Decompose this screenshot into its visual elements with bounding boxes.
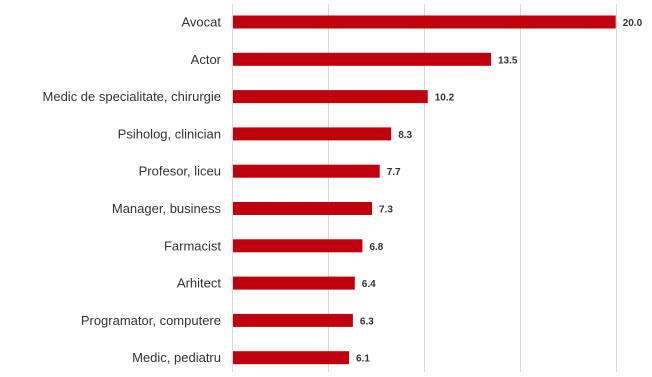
bar-6 — [233, 239, 363, 253]
bar-5 — [233, 202, 372, 215]
category-labels: Avocat Actor Medic de specialitate, chirur… — [43, 15, 222, 366]
category-label-4: Profesor, liceu — [139, 164, 221, 179]
bar-9 — [233, 351, 349, 365]
value-label-5: 7.3 — [379, 205, 393, 216]
value-label-8: 6.3 — [360, 316, 374, 327]
bar-8 — [233, 313, 353, 327]
value-label-6: 6.8 — [369, 242, 383, 253]
value-labels: 20.0 13.5 10.2 8.3 7.7 7.3 6.8 6.4 6.3 6.1 — [356, 18, 643, 365]
value-label-2: 10.2 — [435, 93, 455, 104]
value-label-0: 20.0 — [623, 18, 643, 29]
value-label-7: 6.4 — [362, 279, 376, 290]
category-label-0: Avocat — [181, 15, 221, 30]
bar-4 — [233, 164, 380, 178]
bar-7 — [233, 276, 355, 290]
bar-2 — [233, 90, 428, 104]
category-label-7: Arhitect — [177, 276, 221, 291]
category-label-2: Medic de specialitate, chirurgie — [43, 89, 221, 104]
category-label-9: Medic, pediatru — [132, 350, 221, 365]
bar-0 — [233, 15, 616, 29]
category-label-6: Farmacist — [164, 238, 221, 253]
bar-1 — [233, 52, 491, 66]
bar-3 — [233, 127, 392, 141]
value-label-1: 13.5 — [498, 55, 518, 66]
value-label-4: 7.7 — [387, 167, 401, 178]
value-label-3: 8.3 — [398, 130, 412, 141]
category-label-8: Programator, computere — [81, 313, 221, 328]
category-label-3: Psiholog, clinician — [118, 126, 221, 141]
category-label-1: Actor — [191, 52, 222, 67]
category-label-5: Manager, business — [112, 201, 222, 216]
bars — [233, 15, 616, 365]
value-label-9: 6.1 — [356, 354, 370, 365]
